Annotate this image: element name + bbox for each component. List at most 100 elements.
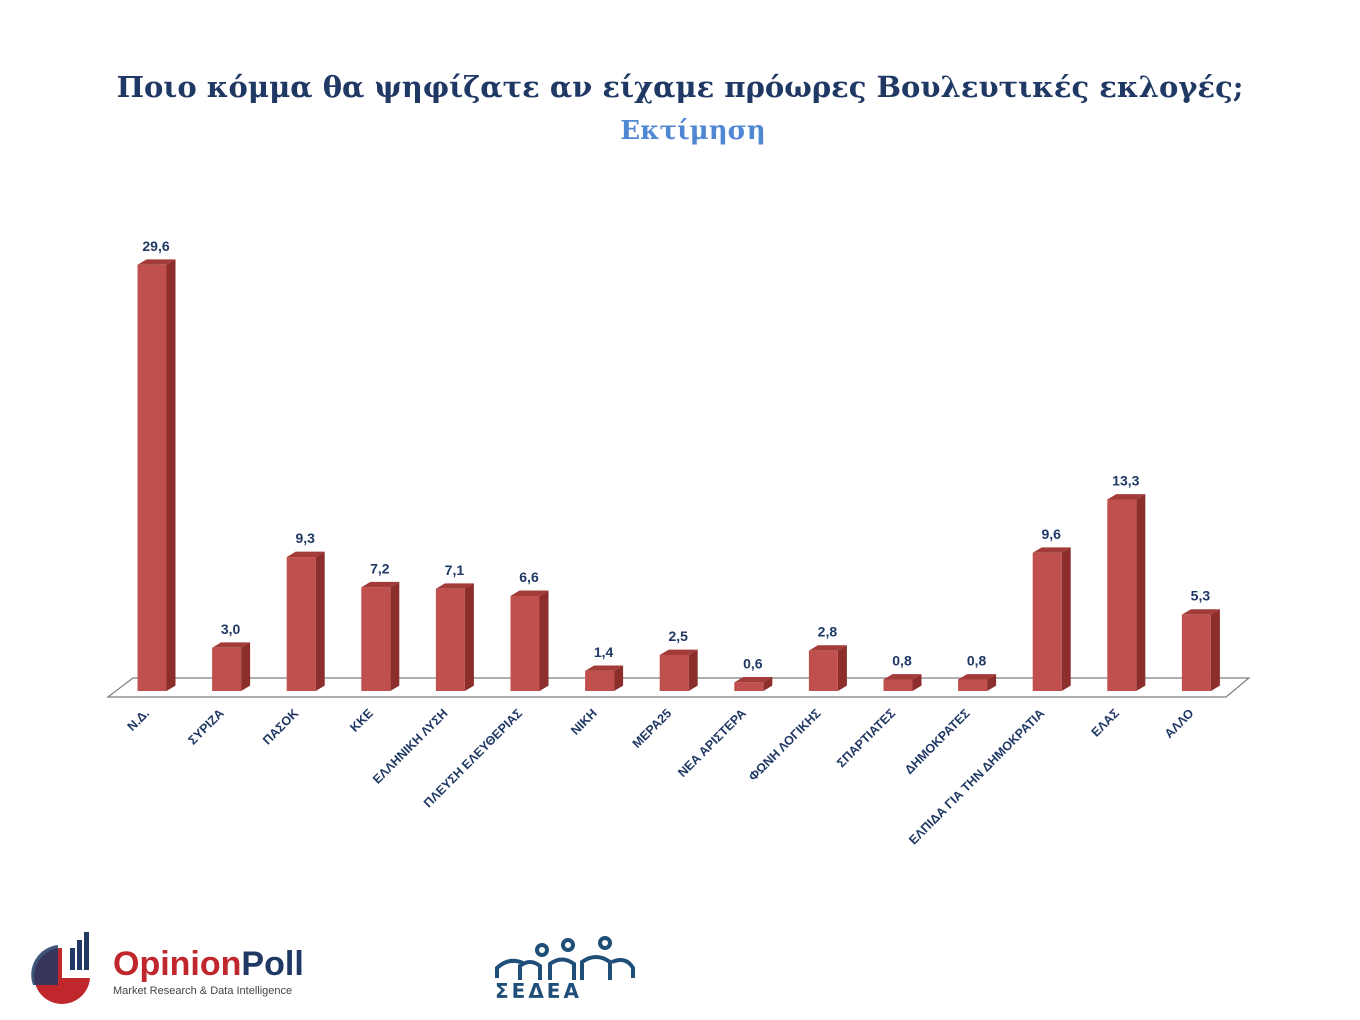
bar-front <box>286 557 316 691</box>
bar-top <box>808 645 847 651</box>
bar <box>585 665 624 691</box>
category-label: ΦΩΝΗ ΛΟΓΙΚΗΣ <box>746 706 824 784</box>
value-labels: 29,6 3,0 9,3 7,2 7,1 6,6 1,4 2,5 0,6 2,8 0,8 0,8 9,6… <box>142 238 1210 672</box>
bar-series <box>137 259 1220 691</box>
bar-side <box>1210 609 1220 691</box>
bar <box>137 259 176 691</box>
bar <box>734 676 773 691</box>
value-label: 0,6 <box>743 655 763 671</box>
bar-side <box>837 645 847 691</box>
bar <box>659 649 698 691</box>
category-label: ΜΕΡΑ25 <box>630 706 675 751</box>
opinionpoll-logo: OpinionPoll Market Research & Data Intel… <box>20 928 346 1005</box>
bar-side <box>1061 547 1071 691</box>
bar-top <box>585 665 624 671</box>
category-label: Ν.Δ. <box>125 706 153 734</box>
bar-front <box>883 679 913 691</box>
bar <box>958 674 997 691</box>
bar-top <box>1032 547 1071 553</box>
category-label: ΕΛΛΗΝΙΚΗ ΛΥΣΗ <box>370 706 450 786</box>
bar-side <box>315 551 325 691</box>
bar-side <box>912 674 922 691</box>
category-label: ΔΗΜΟΚΡΑΤΕΣ <box>902 706 973 777</box>
bar <box>435 583 474 691</box>
bar-side <box>539 590 549 691</box>
bar-side <box>763 676 773 691</box>
category-label: ΠΑΣΟΚ <box>260 706 301 747</box>
category-label: ΣΥΡΙΖΑ <box>185 706 226 747</box>
value-label: 0,8 <box>967 652 987 668</box>
bar-front <box>734 682 764 691</box>
bar-top <box>435 583 474 589</box>
category-label: ΑΛΛΟ <box>1162 706 1197 741</box>
bar-top <box>659 649 698 655</box>
svg-text:ΣΕΔΕΑ: ΣΕΔΕΑ <box>495 979 582 1003</box>
bar-top <box>734 676 773 683</box>
bar <box>1181 609 1220 691</box>
bar-front <box>1181 614 1211 691</box>
chart-subtitle: Εκτίμηση <box>620 116 766 146</box>
chart-title: Ποιο κόμμα θα ψηφίζατε αν είχαμε πρόωρες… <box>116 70 1244 104</box>
bar-top <box>510 590 549 596</box>
bar-side <box>987 674 997 691</box>
bar <box>808 645 847 691</box>
bar-top <box>212 642 251 648</box>
bar-front <box>435 588 465 691</box>
bar-top <box>361 581 400 588</box>
bar-front <box>1032 552 1062 691</box>
category-label: ΣΠΑΡΤΙΑΤΕΣ <box>834 706 898 770</box>
bar-front <box>510 595 540 691</box>
bar-top <box>1181 609 1220 615</box>
bar-top <box>883 674 922 680</box>
value-label: 5,3 <box>1191 588 1211 604</box>
value-label: 13,3 <box>1112 472 1139 488</box>
bar-front <box>808 650 838 691</box>
category-label: ΕΛΠΙΔΑ ΓΙΑ ΤΗΝ ΔΗΜΟΚΡΑΤΙΑ <box>906 706 1047 847</box>
bar-front <box>212 647 242 691</box>
bar <box>286 551 325 691</box>
bar <box>883 674 922 691</box>
value-label: 6,6 <box>519 569 539 585</box>
bar-side <box>464 583 474 691</box>
value-label: 7,1 <box>445 562 465 578</box>
bar-side <box>688 649 698 691</box>
bar-side <box>390 581 400 691</box>
value-label: 9,3 <box>295 530 315 546</box>
value-label: 1,4 <box>594 644 614 660</box>
bar-side <box>614 665 624 691</box>
bar <box>1107 494 1146 691</box>
value-label: 9,6 <box>1041 526 1061 542</box>
bar-side <box>241 642 251 691</box>
category-label: ΚΚΕ <box>347 706 376 735</box>
bar-top <box>1107 494 1146 500</box>
sedea-logo: ΣΕΔΕΑ <box>495 936 635 1003</box>
bar-front <box>1107 499 1137 691</box>
bar-top <box>958 674 997 680</box>
bar <box>361 581 400 691</box>
value-label: 2,8 <box>818 624 838 640</box>
category-label: ΝΕΑ ΑΡΙΣΤΕΡΑ <box>675 706 749 780</box>
bar-front <box>585 670 615 691</box>
value-label: 0,8 <box>892 652 912 668</box>
bar <box>510 590 549 691</box>
bar-front <box>958 679 988 691</box>
category-label: ΝΙΚΗ <box>568 706 600 738</box>
bar-side <box>166 259 176 691</box>
value-label: 2,5 <box>668 628 688 644</box>
bar-side <box>1136 494 1146 691</box>
bar <box>212 642 251 691</box>
svg-text:Market Research & Data Intelli: Market Research & Data Intelligence <box>113 985 292 997</box>
value-label: 7,2 <box>370 560 390 576</box>
bar-top <box>137 259 176 265</box>
bar-front <box>361 587 391 691</box>
value-label: 3,0 <box>221 621 241 637</box>
svg-text:OpinionPoll: OpinionPoll <box>113 945 304 983</box>
bar <box>1032 547 1071 691</box>
bar-front <box>659 655 689 691</box>
bar-top <box>286 551 325 558</box>
category-label: ΕΛΑΣ <box>1089 706 1123 740</box>
bar-front <box>137 264 167 691</box>
